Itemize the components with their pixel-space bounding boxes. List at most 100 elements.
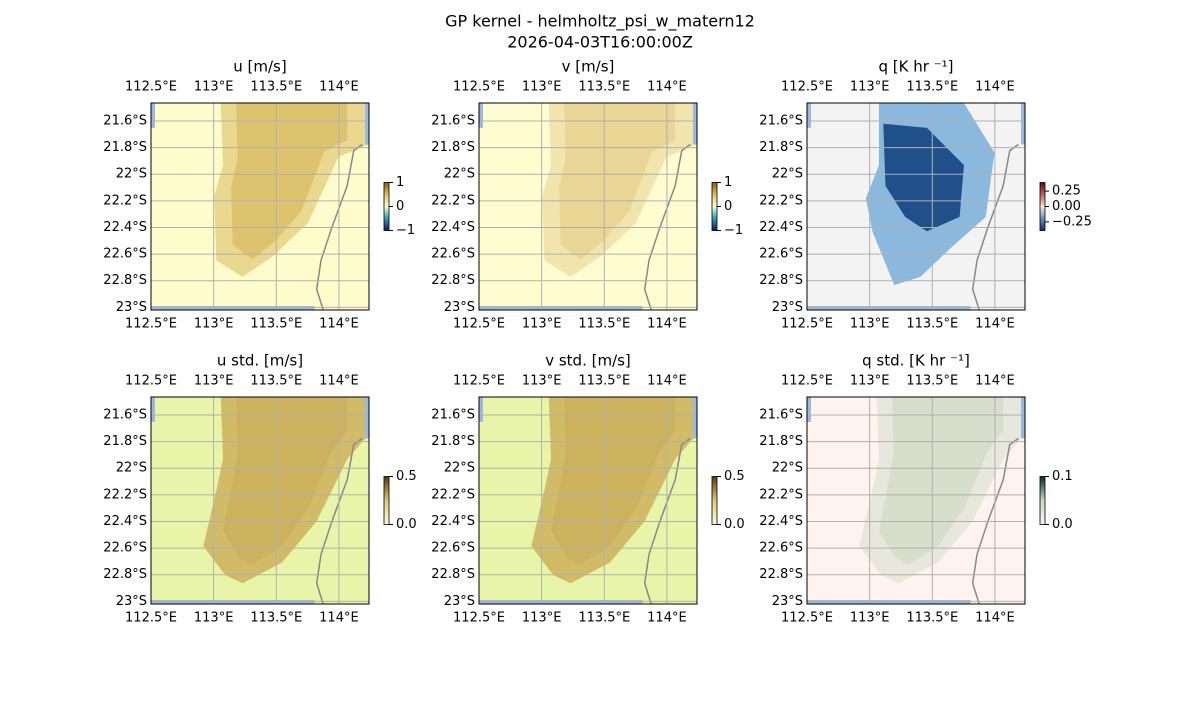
water	[151, 397, 155, 422]
water	[479, 306, 643, 310]
lat-label: 22.6°S	[103, 541, 147, 556]
lon-label: 113.5°E	[578, 374, 630, 389]
lat-label: 21.6°S	[431, 407, 475, 422]
field-core	[883, 123, 964, 232]
lon-label: 113.5°E	[906, 611, 958, 626]
lon-label: 113°E	[850, 80, 890, 95]
lat-label: 22°S	[444, 461, 475, 476]
water	[807, 103, 811, 128]
water	[151, 306, 315, 310]
lat-label: 22.8°S	[431, 273, 475, 288]
figure-subtitle: 2026-04-03T16:00:00Z	[507, 33, 693, 52]
lat-label: 22°S	[116, 167, 147, 182]
map-panel: 112.5°E112.5°E113°E113°E113.5°E113.5°E11…	[759, 58, 1092, 332]
water	[693, 397, 697, 439]
colorbar-tick-label: 1	[724, 175, 732, 190]
lon-label: 113°E	[522, 80, 562, 95]
lon-label: 114°E	[319, 317, 359, 332]
map-frame	[150, 102, 370, 311]
lat-label: 21.8°S	[759, 140, 803, 155]
lon-label: 112.5°E	[781, 317, 833, 332]
lon-label: 113°E	[194, 317, 234, 332]
lat-label: 23°S	[772, 594, 803, 609]
colorbar-tick-label: 0.0	[396, 517, 417, 532]
water	[365, 397, 369, 439]
lat-label: 22.2°S	[103, 487, 147, 502]
lon-label: 112.5°E	[125, 80, 177, 95]
lon-label: 114°E	[975, 611, 1015, 626]
panel-title: q std. [K hr ⁻¹]	[862, 352, 970, 370]
lat-label: 21.6°S	[103, 407, 147, 422]
lon-label: 114°E	[647, 374, 687, 389]
lat-label: 22.4°S	[759, 220, 803, 235]
lat-label: 22.2°S	[431, 193, 475, 208]
lon-label: 114°E	[319, 80, 359, 95]
colorbar-tick-label: 0	[724, 199, 732, 214]
water	[479, 397, 483, 422]
colorbar-tick-label: 0.00	[1052, 199, 1081, 214]
lon-label: 114°E	[975, 317, 1015, 332]
lat-label: 22.2°S	[431, 487, 475, 502]
lon-label: 113.5°E	[578, 611, 630, 626]
lon-label: 112.5°E	[781, 80, 833, 95]
lat-label: 22.4°S	[103, 220, 147, 235]
colorbar-tick-label: 0.5	[724, 469, 745, 484]
lat-label: 21.6°S	[431, 113, 475, 128]
lon-label: 113.5°E	[250, 80, 302, 95]
colorbar-tick-label: 0.25	[1052, 184, 1081, 199]
colorbar-tick-label: 0.1	[1052, 469, 1073, 484]
map-panel: 112.5°E112.5°E113°E113°E113.5°E113.5°E11…	[431, 352, 744, 626]
map-panel: 112.5°E112.5°E113°E113°E113.5°E113.5°E11…	[431, 58, 743, 332]
lat-label: 21.8°S	[431, 140, 475, 155]
colorbar-tick-label: −1	[396, 223, 415, 238]
colorbar	[1039, 476, 1046, 525]
map-panel: 112.5°E112.5°E113°E113°E113.5°E113.5°E11…	[759, 352, 1072, 626]
lat-label: 22.4°S	[431, 514, 475, 529]
lat-label: 23°S	[772, 300, 803, 315]
lon-label: 114°E	[319, 374, 359, 389]
colorbar-tick-label: 0.0	[724, 517, 745, 532]
colorbar	[1039, 182, 1046, 231]
water	[479, 103, 483, 128]
colorbar-tick-label: 1	[396, 175, 404, 190]
lon-label: 114°E	[647, 80, 687, 95]
field-core	[222, 397, 348, 565]
lon-label: 112.5°E	[781, 611, 833, 626]
lon-label: 112.5°E	[125, 317, 177, 332]
lon-label: 113.5°E	[250, 317, 302, 332]
lat-label: 22.8°S	[431, 567, 475, 582]
map-frame	[150, 396, 370, 605]
lat-label: 21.6°S	[103, 113, 147, 128]
lon-label: 112.5°E	[453, 317, 505, 332]
lon-label: 114°E	[647, 611, 687, 626]
water	[807, 600, 971, 604]
panel-title: v std. [m/s]	[545, 352, 631, 370]
lat-label: 23°S	[116, 594, 147, 609]
lat-label: 22.6°S	[103, 247, 147, 262]
lat-label: 23°S	[116, 300, 147, 315]
map-frame	[478, 102, 698, 311]
lon-label: 113.5°E	[906, 80, 958, 95]
lat-label: 23°S	[444, 594, 475, 609]
lon-label: 113.5°E	[250, 611, 302, 626]
lon-label: 113.5°E	[578, 317, 630, 332]
colorbar	[711, 182, 718, 231]
colorbar	[711, 476, 718, 525]
colorbar-tick-label: 0	[396, 199, 404, 214]
map-frame	[478, 396, 698, 605]
colorbar-tick-label: 0.5	[396, 469, 417, 484]
lat-label: 22.6°S	[759, 247, 803, 262]
lat-label: 21.6°S	[759, 113, 803, 128]
lon-label: 114°E	[647, 317, 687, 332]
lat-label: 22.2°S	[759, 487, 803, 502]
water	[807, 397, 811, 422]
lon-label: 112.5°E	[453, 374, 505, 389]
field-core	[878, 397, 1004, 565]
lon-label: 112.5°E	[453, 80, 505, 95]
lat-label: 22.2°S	[103, 193, 147, 208]
map-panel: 112.5°E112.5°E113°E113°E113.5°E113.5°E11…	[103, 352, 416, 626]
colorbar-tick-label: 0.0	[1052, 517, 1073, 532]
lat-label: 22.4°S	[103, 514, 147, 529]
lon-label: 112.5°E	[781, 374, 833, 389]
